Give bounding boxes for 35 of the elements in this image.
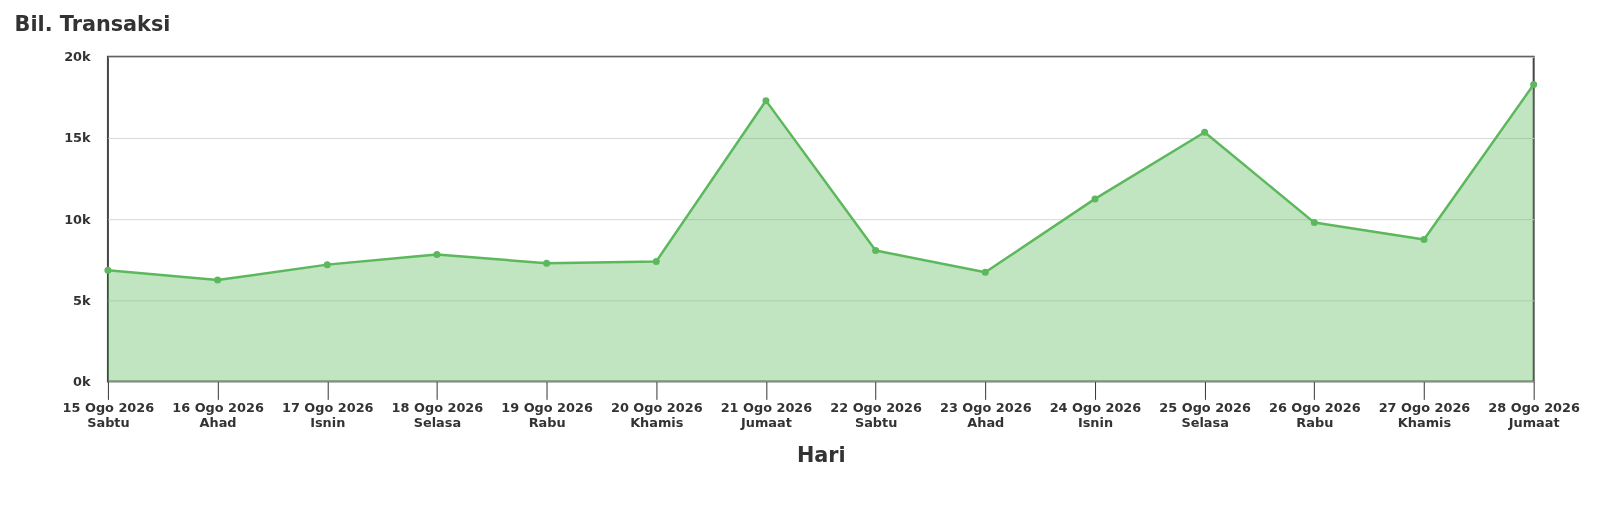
y-tick-label: 10k bbox=[64, 211, 92, 227]
point bbox=[872, 247, 880, 255]
x-tick-label: 24 Ogo 2026 Isnin bbox=[1049, 399, 1142, 430]
x-tick-label: 26 Ogo 2026 Rabu bbox=[1269, 399, 1361, 430]
y-tick-label: 20k bbox=[64, 49, 92, 65]
x-tick-label: 25 Ogo 2026 Selasa bbox=[1159, 399, 1251, 430]
x-tick-label: 18 Ogo 2026 Selasa bbox=[391, 399, 484, 430]
point bbox=[323, 261, 331, 269]
point bbox=[652, 257, 660, 265]
point bbox=[433, 250, 441, 258]
point bbox=[1310, 219, 1318, 227]
point bbox=[543, 259, 551, 267]
y-tick-label: 15k bbox=[64, 130, 92, 146]
point bbox=[1530, 81, 1538, 89]
x-tick-label: 19 Ogo 2026 Rabu bbox=[501, 399, 593, 430]
x-tick-label: 27 Ogo 2026 Khamis bbox=[1378, 399, 1471, 430]
y-tick-label: 5k bbox=[73, 292, 92, 308]
y-tick-label: 0k bbox=[73, 374, 92, 389]
x-axis-title: Hari bbox=[796, 443, 846, 468]
chart-title: Bil. Transaksi bbox=[14, 12, 171, 37]
point bbox=[981, 268, 989, 276]
x-tick-label: 15 Ogo 2026 Sabtu bbox=[62, 399, 155, 430]
x-tick-label: 28 Ogo 2026 Jumaat bbox=[1488, 399, 1581, 430]
x-tick-label: 16 Ogo 2026 Ahad bbox=[172, 399, 264, 430]
point bbox=[1420, 235, 1428, 243]
x-tick-label: 20 Ogo 2026 Khamis bbox=[610, 399, 703, 430]
x-tick-label: 22 Ogo 2026 Sabtu bbox=[830, 399, 922, 430]
point bbox=[214, 276, 222, 284]
x-tick-label: 17 Ogo 2026 Isnin bbox=[281, 399, 374, 430]
x-tick-label: 23 Ogo 2026 Ahad bbox=[939, 399, 1032, 430]
point bbox=[762, 97, 770, 105]
point bbox=[104, 266, 112, 274]
point bbox=[1091, 195, 1099, 203]
x-tick-label: 21 Ogo 2026 Jumaat bbox=[720, 399, 813, 430]
point bbox=[1201, 128, 1209, 136]
